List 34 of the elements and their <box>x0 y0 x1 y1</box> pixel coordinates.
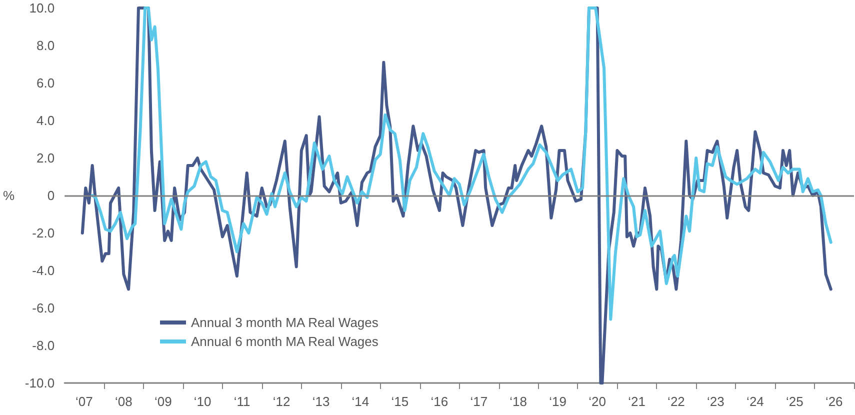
y-tick-label: 2.0 <box>36 150 55 166</box>
y-tick-label: 6.0 <box>36 76 55 90</box>
x-tick-label: ‘23 <box>706 394 724 409</box>
x-tick-label: ‘09 <box>154 394 172 409</box>
x-tick-label: ‘24 <box>746 394 764 409</box>
y-tick-label: 0 <box>47 188 55 203</box>
x-tick-label: ‘16 <box>430 394 448 409</box>
y-tick-label: -4.0 <box>32 263 55 278</box>
y-axis-title: % <box>2 188 15 203</box>
y-tick-label: 4.0 <box>36 113 55 128</box>
x-tick-label: ‘13 <box>312 394 330 409</box>
y-tick-label: 10.0 <box>29 0 55 16</box>
legend-label: Annual 3 month MA Real Wages <box>191 315 379 330</box>
y-tick-label: -6.0 <box>32 300 55 316</box>
x-tick-label: ‘07 <box>75 394 93 409</box>
x-tick-label: ‘12 <box>272 394 290 409</box>
legend-label: Annual 6 month MA Real Wages <box>191 334 379 349</box>
x-tick-label: ‘17 <box>470 394 488 409</box>
x-tick-label: ‘11 <box>234 394 250 409</box>
y-tick-label: -10.0 <box>24 376 55 390</box>
y-tick-label: -2.0 <box>32 226 55 240</box>
y-tick-label: -8.0 <box>32 338 55 353</box>
x-tick-label: ‘19 <box>549 394 566 409</box>
x-tick-label: ‘14 <box>352 394 370 409</box>
x-tick-label: ‘26 <box>825 394 843 409</box>
x-tick-label: ‘15 <box>391 394 409 409</box>
x-tick-label: ‘21 <box>628 394 646 409</box>
x-tick-label: ‘08 <box>114 394 132 409</box>
x-tick-label: ‘18 <box>510 394 528 409</box>
x-tick-label: ‘10 <box>194 394 212 409</box>
x-tick-label: ‘25 <box>786 394 804 409</box>
x-tick-label: ‘22 <box>668 394 685 409</box>
y-tick-label: 8.0 <box>36 38 55 53</box>
x-tick-label: ‘20 <box>588 394 606 409</box>
